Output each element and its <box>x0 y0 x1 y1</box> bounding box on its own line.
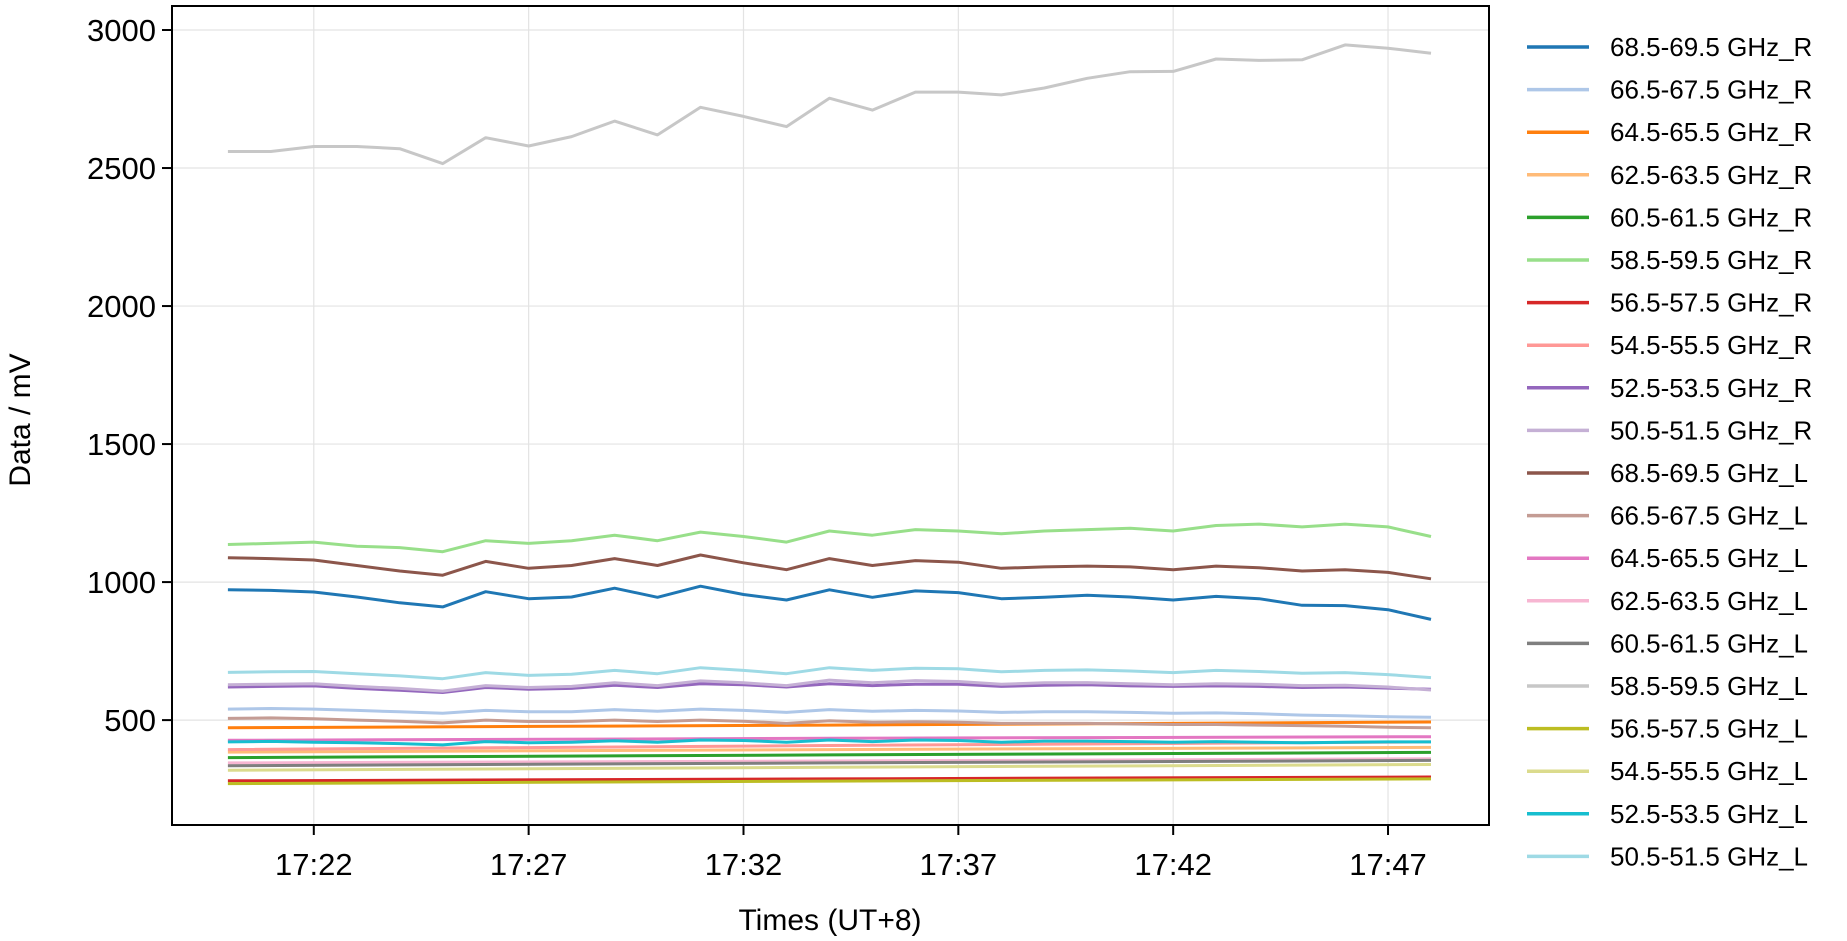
legend-entry: 58.5-59.5 GHz_R <box>1527 245 1812 275</box>
legend-entry: 60.5-61.5 GHz_L <box>1527 628 1808 658</box>
legend-label: 54.5-55.5 GHz_R <box>1610 330 1812 360</box>
legend-label: 66.5-67.5 GHz_R <box>1610 75 1812 105</box>
series-line-19 <box>227 738 1431 747</box>
x-tick-label: 17:37 <box>920 847 998 882</box>
series-lines <box>227 43 1432 786</box>
legend-label: 58.5-59.5 GHz_L <box>1610 671 1808 701</box>
y-tick-label: 2500 <box>87 151 156 186</box>
legend-label: 52.5-53.5 GHz_R <box>1610 373 1812 403</box>
legend-entry: 68.5-69.5 GHz_L <box>1527 458 1808 488</box>
x-tick-label: 17:27 <box>490 847 568 882</box>
grid <box>172 6 1489 825</box>
legend: 68.5-69.5 GHz_R 66.5-67.5 GHz_R 64.5-65.5 … <box>1527 32 1812 871</box>
legend-label: 50.5-51.5 GHz_L <box>1610 841 1808 871</box>
legend-label: 58.5-59.5 GHz_R <box>1610 245 1812 275</box>
legend-entry: 54.5-55.5 GHz_L <box>1527 756 1808 786</box>
y-axis-label: Data / mV <box>4 353 37 486</box>
legend-label: 54.5-55.5 GHz_L <box>1610 756 1808 786</box>
legend-label: 50.5-51.5 GHz_R <box>1610 415 1812 445</box>
x-tick-label: 17:22 <box>275 847 353 882</box>
legend-entry: 64.5-65.5 GHz_R <box>1527 117 1812 147</box>
legend-entry: 54.5-55.5 GHz_R <box>1527 330 1812 360</box>
legend-entry: 60.5-61.5 GHz_R <box>1527 202 1812 232</box>
legend-label: 60.5-61.5 GHz_L <box>1610 628 1808 658</box>
y-tick-label: 3000 <box>87 13 156 48</box>
x-tick-label: 17:47 <box>1349 847 1427 882</box>
series-line-15 <box>227 758 1432 768</box>
series-line-16 <box>227 43 1432 166</box>
axis-ticks: 17:22 17:27 17:32 17:37 17:42 17:47 500 1000 150… <box>87 13 1427 882</box>
series-line-3 <box>227 720 1432 730</box>
series-line-17 <box>227 777 1432 786</box>
legend-label: 62.5-63.5 GHz_L <box>1610 586 1808 616</box>
y-tick-label: 500 <box>104 703 156 738</box>
legend-label: 52.5-53.5 GHz_L <box>1610 799 1808 829</box>
series-line-2 <box>227 707 1432 719</box>
legend-entry: 62.5-63.5 GHz_R <box>1527 160 1812 190</box>
series-line-14 <box>227 757 1432 765</box>
legend-label: 66.5-67.5 GHz_L <box>1610 501 1808 531</box>
series-line-6 <box>227 522 1432 554</box>
series-line-20 <box>227 666 1432 681</box>
legend-entry: 68.5-69.5 GHz_R <box>1527 32 1812 62</box>
series-line-1 <box>227 584 1432 621</box>
legend-entry: 62.5-63.5 GHz_L <box>1527 586 1808 616</box>
legend-entry: 50.5-51.5 GHz_R <box>1527 415 1812 445</box>
series-line-11 <box>227 553 1432 581</box>
series-line-13 <box>227 735 1432 742</box>
series-line-7 <box>227 775 1432 783</box>
x-tick-label: 17:42 <box>1134 847 1212 882</box>
series-line-12 <box>227 716 1432 730</box>
legend-entry: 52.5-53.5 GHz_L <box>1527 799 1808 829</box>
legend-entry: 52.5-53.5 GHz_R <box>1527 373 1812 403</box>
legend-label: 64.5-65.5 GHz_L <box>1610 543 1808 573</box>
legend-entry: 66.5-67.5 GHz_L <box>1527 501 1808 531</box>
y-tick-label: 1500 <box>87 427 156 462</box>
series-line-4 <box>227 745 1432 754</box>
series-line-18 <box>227 763 1432 772</box>
series-line-9 <box>227 682 1432 694</box>
legend-entry: 58.5-59.5 GHz_L <box>1527 671 1808 701</box>
y-tick-label: 2000 <box>87 289 156 324</box>
legend-entry: 50.5-51.5 GHz_L <box>1527 841 1808 871</box>
legend-label: 60.5-61.5 GHz_R <box>1610 202 1812 232</box>
legend-label: 56.5-57.5 GHz_L <box>1610 714 1808 744</box>
legend-label: 68.5-69.5 GHz_R <box>1610 32 1812 62</box>
legend-entry: 64.5-65.5 GHz_L <box>1527 543 1808 573</box>
legend-label: 64.5-65.5 GHz_R <box>1610 117 1812 147</box>
series-line-5 <box>227 750 1432 760</box>
legend-label: 68.5-69.5 GHz_L <box>1610 458 1808 488</box>
legend-entry: 66.5-67.5 GHz_R <box>1527 75 1812 105</box>
x-axis-label: Times (UT+8) <box>738 904 921 937</box>
x-tick-label: 17:32 <box>705 847 783 882</box>
legend-label: 56.5-57.5 GHz_R <box>1610 288 1812 318</box>
plot-frame <box>171 5 1490 826</box>
y-tick-label: 1000 <box>87 565 156 600</box>
legend-label: 62.5-63.5 GHz_R <box>1610 160 1812 190</box>
series-line-10 <box>227 678 1432 693</box>
legend-entry: 56.5-57.5 GHz_L <box>1527 714 1808 744</box>
legend-entry: 56.5-57.5 GHz_R <box>1527 288 1812 318</box>
